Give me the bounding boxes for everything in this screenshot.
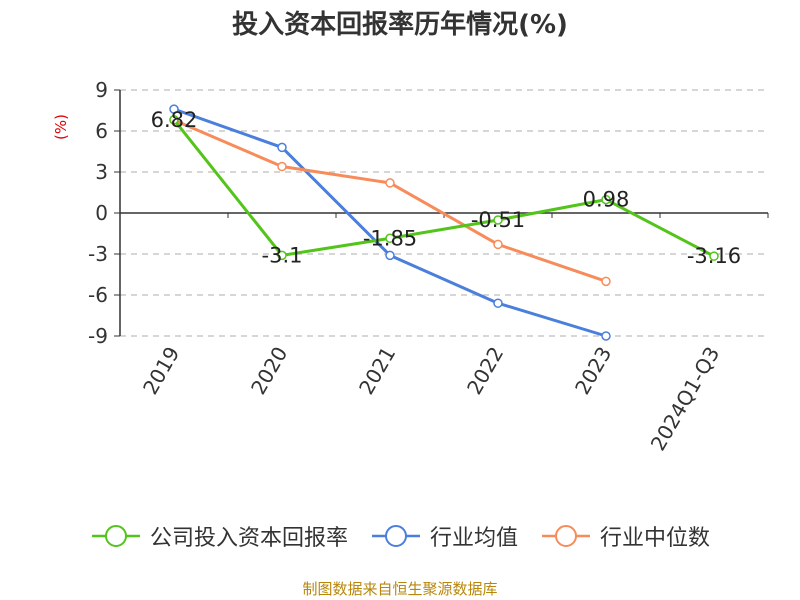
y-tick-label: -9 bbox=[88, 324, 108, 348]
data-point-1-2 bbox=[385, 250, 395, 261]
series-lines bbox=[169, 104, 719, 341]
data-point-0-3 bbox=[493, 215, 503, 225]
data-point-2-2 bbox=[385, 178, 395, 188]
chart-title: 投入资本回报率历年情况(%) bbox=[232, 10, 568, 40]
series-line-1 bbox=[173, 107, 607, 338]
data-point-2-4 bbox=[601, 276, 611, 287]
data-label-4: 0.98 bbox=[583, 188, 630, 212]
legend: 公司投入资本回报率 行业均值 行业中位数 bbox=[0, 520, 800, 552]
legend-item-0[interactable]: 公司投入资本回报率 bbox=[90, 520, 348, 552]
y-tick-label: -6 bbox=[88, 283, 108, 307]
data-labels: 6.82 -3.1 -1.85 -0.51 0.98 -3.16 bbox=[151, 108, 742, 268]
y-tick-label: 6 bbox=[95, 119, 108, 143]
legend-marker-icon bbox=[371, 525, 420, 547]
data-point-1-0 bbox=[169, 104, 179, 114]
legend-item-2[interactable]: 行业中位数 bbox=[540, 520, 710, 552]
legend-label: 公司投入资本回报率 bbox=[149, 526, 348, 551]
legend-label: 行业均值 bbox=[429, 526, 518, 551]
legend-marker-icon bbox=[542, 525, 590, 547]
y-tick-label: 0 bbox=[95, 201, 108, 225]
legend-marker-icon bbox=[91, 525, 140, 547]
x-tick-label-5: 2024Q1-Q3 bbox=[646, 343, 725, 455]
data-point-1-1 bbox=[277, 142, 287, 153]
data-point-1-4 bbox=[601, 331, 611, 341]
y-tick-label: 3 bbox=[95, 160, 108, 184]
data-label-1: -3.1 bbox=[262, 243, 303, 267]
data-point-2-1 bbox=[277, 161, 287, 172]
y-tick-label: 9 bbox=[95, 78, 108, 102]
grid-lines bbox=[120, 89, 768, 337]
legend-label: 行业中位数 bbox=[600, 526, 711, 551]
x-tick-label-1: 2020 bbox=[246, 343, 292, 399]
data-point-0-4 bbox=[601, 194, 611, 205]
x-tick-label-2: 2021 bbox=[354, 343, 400, 399]
data-point-0-0 bbox=[169, 115, 179, 125]
data-label-3: -0.51 bbox=[471, 208, 525, 232]
series-line-0 bbox=[172, 118, 715, 258]
data-label-0: 6.82 bbox=[151, 108, 198, 132]
legend-item-1[interactable]: 行业均值 bbox=[370, 520, 518, 552]
data-point-0-1 bbox=[277, 250, 287, 261]
data-point-2-3 bbox=[493, 239, 503, 250]
x-tick-label-3: 2022 bbox=[462, 343, 508, 399]
data-label-5: -3.16 bbox=[687, 244, 741, 268]
source-note: 制图数据来自恒生聚源数据库 bbox=[302, 580, 498, 598]
data-point-0-5 bbox=[709, 251, 719, 261]
data-point-1-3 bbox=[493, 298, 503, 308]
y-tick-label: -3 bbox=[88, 242, 108, 266]
axes: 9 6 3 0 -3 -6 -9 2019 2020 2021 2022 2023 2024Q1-Q3 bbox=[88, 78, 769, 455]
x-tick-label-0: 2019 bbox=[138, 343, 184, 399]
x-tick-label-4: 2023 bbox=[570, 343, 616, 399]
data-label-2: -1.85 bbox=[363, 226, 417, 250]
y-axis-label: (%) bbox=[52, 114, 70, 140]
data-point-0-2 bbox=[385, 233, 395, 244]
